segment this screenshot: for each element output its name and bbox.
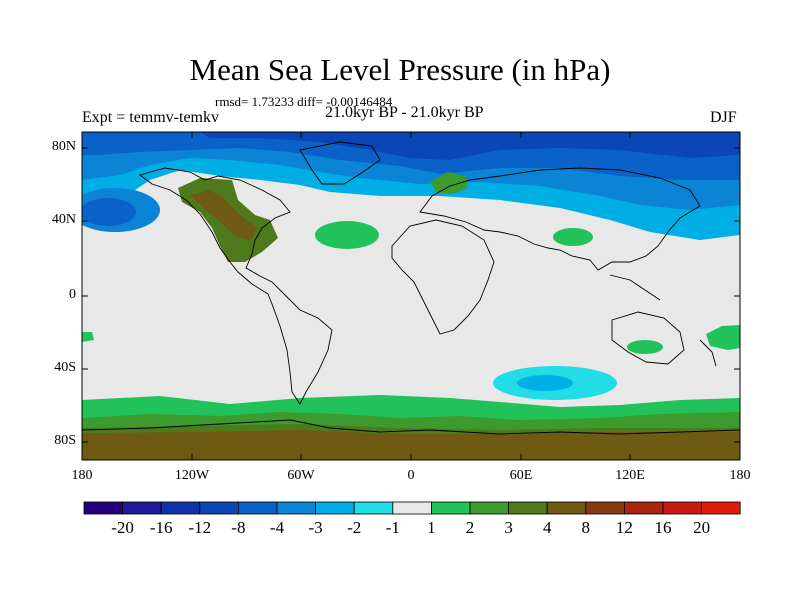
colorbar-swatch [546,501,587,515]
colorbar-label: 2 [465,518,475,537]
lon-label-0: 0 [407,468,415,483]
colorbar-label: 20 [693,518,711,537]
season-label: DJF [710,109,737,126]
experiment-label: Expt = temmv-temkv [82,109,219,126]
colorbar-swatch [585,501,625,515]
colorbar-label: -16 [149,518,173,537]
colorbar-label: -3 [308,518,323,537]
colorbar-swatch [392,501,432,515]
colorbar-label: -12 [188,518,212,537]
colorbar-swatch [276,501,316,515]
lon-label-60w: 60W [287,468,315,483]
lat-label-0: 0 [69,287,76,302]
lat-label-80s: 80S [54,433,76,448]
colorbar-swatch [160,501,201,515]
colorbar-label: 12 [615,518,633,537]
colorbar-label: 3 [504,518,513,537]
colorbar-swatch [122,501,162,515]
lat-label-80n: 80N [51,139,76,154]
colorbar-swatch [624,501,664,515]
colorbar-swatch [701,501,741,515]
colorbar-swatch [353,501,394,515]
lat-label-40n: 40N [51,212,76,227]
colorbar-label: 16 [654,518,672,537]
colorbar-label: 1 [427,518,436,537]
period-label: 21.0kyr BP - 21.0kyr BP [325,104,484,121]
colorbar-swatch [199,501,239,515]
lon-label-180w: 180 [71,468,93,483]
colorbar-label: -8 [231,518,246,537]
coastlines [82,141,740,435]
colorbar-swatch [315,501,355,515]
pressure-field [82,132,740,460]
lon-label-120e: 120E [615,468,645,483]
colorbar-swatch [508,501,548,515]
colorbar-swatch [237,501,278,515]
lon-label-60e: 60E [509,468,533,483]
colorbar-swatch [430,501,471,515]
colorbar-swatch [662,501,702,515]
colorbar-label: 4 [542,518,552,537]
colorbar-label: -2 [347,518,362,537]
lon-label-180e: 180 [729,468,751,483]
lon-label-120w: 120W [174,468,210,483]
colorbar-swatch [83,501,123,515]
rmsd-diff-text: rmsd= 1.73233 diff= -0.00146484 [215,94,393,109]
colorbar-label: -1 [385,518,400,537]
colorbar-label: 8 [581,518,591,537]
colorbar-swatch [469,501,509,515]
colorbar-label: -20 [111,518,134,537]
lat-label-40s: 40S [54,360,76,375]
plot-title: Mean Sea Level Pressure (in hPa) [189,52,611,87]
colorbar [83,501,741,515]
axis-ticks [82,132,740,460]
colorbar-label: -4 [269,518,285,537]
